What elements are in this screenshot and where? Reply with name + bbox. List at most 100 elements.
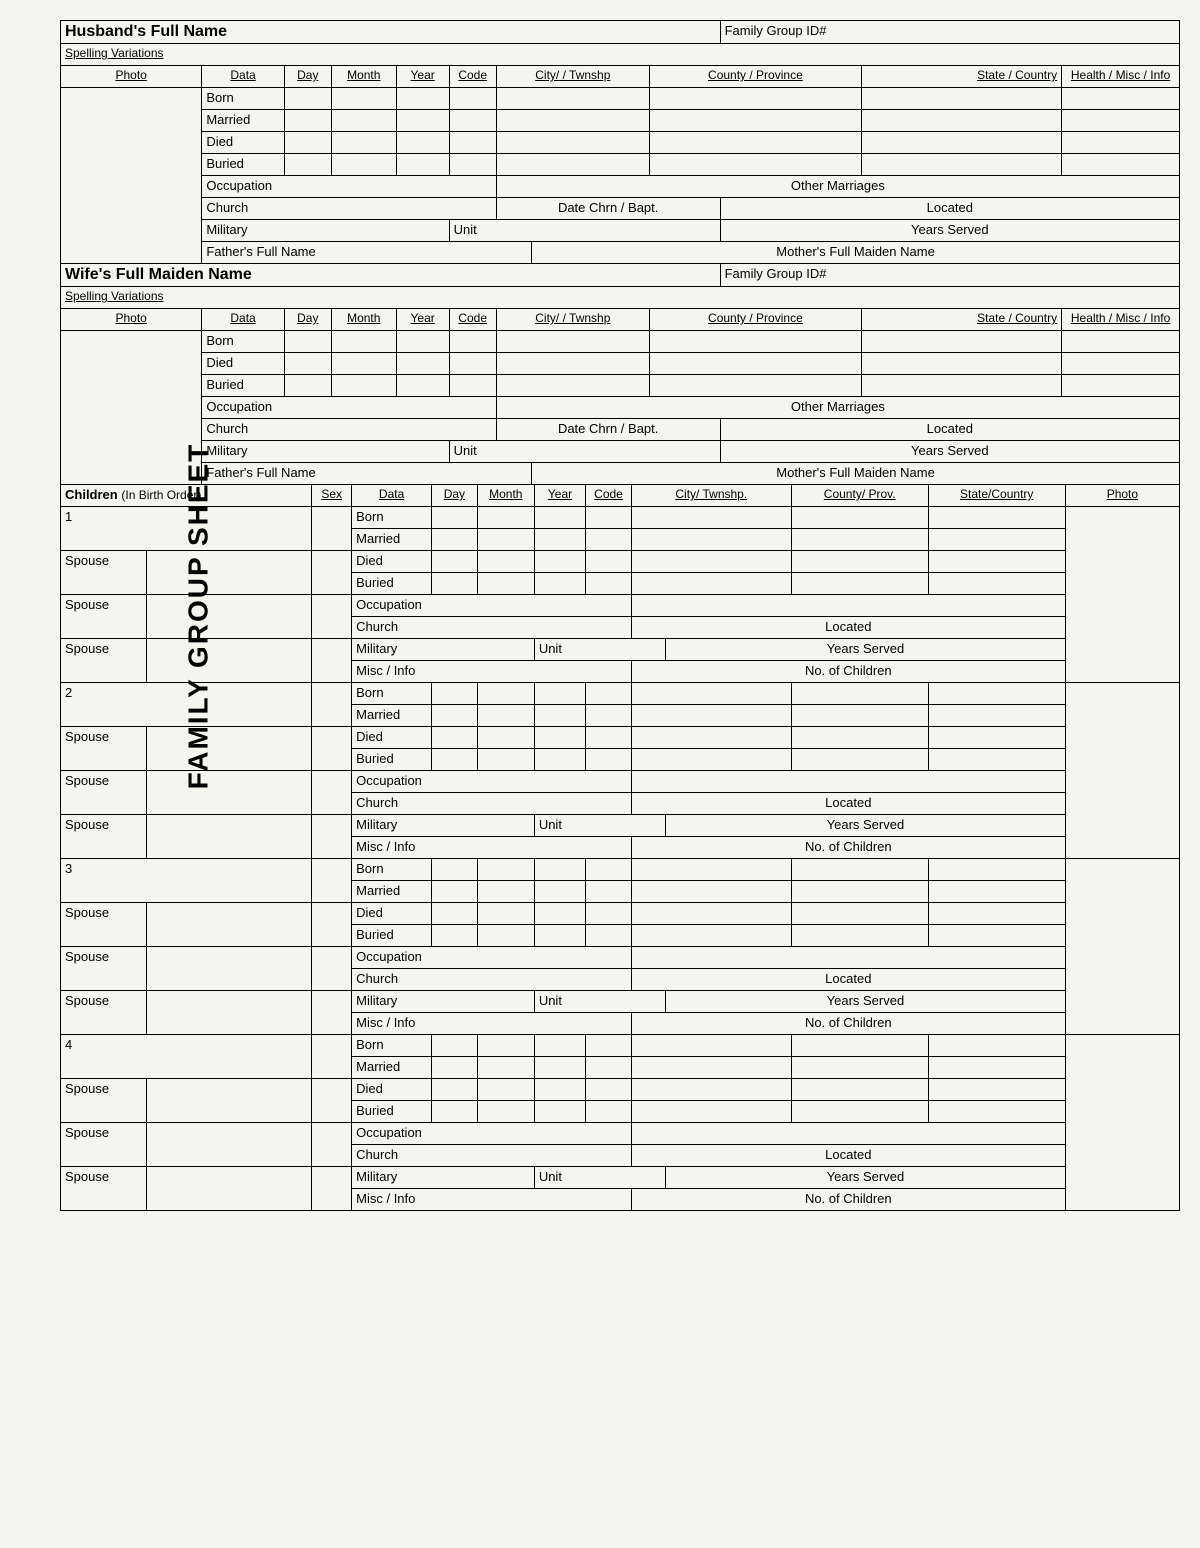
spelling-variations: Spelling Variations <box>61 44 1180 66</box>
vertical-title: FAMILY GROUP SHEET <box>182 442 214 789</box>
child-photo-cell <box>1065 859 1179 1035</box>
col-state: State / Country <box>861 66 1061 88</box>
crow-military: Military <box>352 639 535 661</box>
crow-misc: Misc / Info <box>352 837 632 859</box>
spouse-name-cell <box>146 1079 312 1123</box>
col-data: Data <box>202 309 284 331</box>
crow-spouse: Spouse <box>61 815 147 859</box>
family-group-id: Family Group ID# <box>720 21 1179 44</box>
child-sex-cell <box>312 507 352 551</box>
crow-spouse: Spouse <box>61 727 147 771</box>
crow-married: Married <box>352 529 432 551</box>
crow-years-served: Years Served <box>666 1167 1066 1189</box>
col-day: Day <box>284 309 331 331</box>
col-day: Day <box>284 66 331 88</box>
crow-born: Born <box>352 507 432 529</box>
col-data: Data <box>202 66 284 88</box>
spouse-name-cell <box>146 551 312 595</box>
row-buried: Buried <box>202 154 284 176</box>
crow-spouse: Spouse <box>61 903 147 947</box>
crow-spouse: Spouse <box>61 771 147 815</box>
crow-military: Military <box>352 1167 535 1189</box>
child-sex-cell <box>312 683 352 727</box>
husband-section: Husband's Full Name Family Group ID# Spe… <box>60 20 1180 264</box>
wife-spelling-variations: Spelling Variations <box>61 287 1180 309</box>
spouse-name-cell <box>146 903 312 947</box>
crow-church: Church <box>352 1145 632 1167</box>
child-photo-cell <box>1065 1035 1179 1211</box>
crow-occupation: Occupation <box>352 947 632 969</box>
child-sex-cell <box>312 859 352 903</box>
row-died: Died <box>202 132 284 154</box>
col-photo: Photo <box>61 309 202 331</box>
crow-years-served: Years Served <box>666 815 1066 837</box>
crow-no-children: No. of Children <box>631 1189 1065 1211</box>
row-military: Military <box>202 220 449 242</box>
crow-unit: Unit <box>534 1167 665 1189</box>
crow-located: Located <box>631 1145 1065 1167</box>
crow-unit: Unit <box>534 639 665 661</box>
crow-married: Married <box>352 705 432 727</box>
crow-born: Born <box>352 683 432 705</box>
wife-section: Wife's Full Maiden Name Family Group ID#… <box>60 263 1180 485</box>
crow-no-children: No. of Children <box>631 837 1065 859</box>
crow-married: Married <box>352 1057 432 1079</box>
crow-no-children: No. of Children <box>631 1013 1065 1035</box>
col-year: Year <box>396 66 449 88</box>
crow-church: Church <box>352 793 632 815</box>
crow-married: Married <box>352 881 432 903</box>
col-state: State / Country <box>861 309 1061 331</box>
crow-unit: Unit <box>534 815 665 837</box>
crow-died: Died <box>352 727 432 749</box>
row-military: Military <box>202 441 449 463</box>
row-occupation: Occupation <box>202 176 496 198</box>
crow-military: Military <box>352 815 535 837</box>
crow-located: Located <box>631 969 1065 991</box>
crow-misc: Misc / Info <box>352 1189 632 1211</box>
ccol-month: Month <box>477 485 534 507</box>
ccol-county: County/ Prov. <box>791 485 928 507</box>
crow-located: Located <box>631 793 1065 815</box>
row-mother: Mother's Full Maiden Name <box>532 463 1180 485</box>
crow-occupation: Occupation <box>352 1123 632 1145</box>
row-date-chrn: Date Chrn / Bapt. <box>496 198 720 220</box>
crow-spouse: Spouse <box>61 595 147 639</box>
ccol-code: Code <box>586 485 632 507</box>
crow-unit: Unit <box>534 991 665 1013</box>
crow-misc: Misc / Info <box>352 661 632 683</box>
crow-buried: Buried <box>352 925 432 947</box>
children-section: Children (In Birth Order) Sex Data Day M… <box>60 484 1180 1211</box>
child-sex-cell <box>312 1035 352 1079</box>
col-health: Health / Misc / Info <box>1062 66 1180 88</box>
ccol-day: Day <box>432 485 478 507</box>
crow-church: Church <box>352 617 632 639</box>
row-years-served: Years Served <box>720 220 1179 242</box>
col-county: County / Province <box>649 66 861 88</box>
row-buried: Buried <box>202 375 284 397</box>
col-code: Code <box>449 66 496 88</box>
child-photo-cell <box>1065 507 1179 683</box>
spouse-name-cell <box>146 727 312 771</box>
col-city: City/ / Twnshp <box>496 309 649 331</box>
col-year: Year <box>396 309 449 331</box>
ccol-state: State/Country <box>928 485 1065 507</box>
crow-spouse: Spouse <box>61 551 147 595</box>
ccol-city: City/ Twnshp. <box>631 485 791 507</box>
row-married: Married <box>202 110 284 132</box>
crow-military: Military <box>352 991 535 1013</box>
crow-spouse: Spouse <box>61 991 147 1035</box>
row-born: Born <box>202 331 284 353</box>
row-father: Father's Full Name <box>202 242 532 264</box>
col-code: Code <box>449 309 496 331</box>
crow-years-served: Years Served <box>666 639 1066 661</box>
ccol-photo: Photo <box>1065 485 1179 507</box>
wife-photo-cell <box>61 331 202 485</box>
crow-buried: Buried <box>352 1101 432 1123</box>
crow-died: Died <box>352 903 432 925</box>
crow-died: Died <box>352 551 432 573</box>
crow-buried: Buried <box>352 749 432 771</box>
crow-spouse: Spouse <box>61 1167 147 1211</box>
children-title: Children <box>65 487 118 502</box>
row-unit: Unit <box>449 441 720 463</box>
wife-title: Wife's Full Maiden Name <box>61 264 721 287</box>
